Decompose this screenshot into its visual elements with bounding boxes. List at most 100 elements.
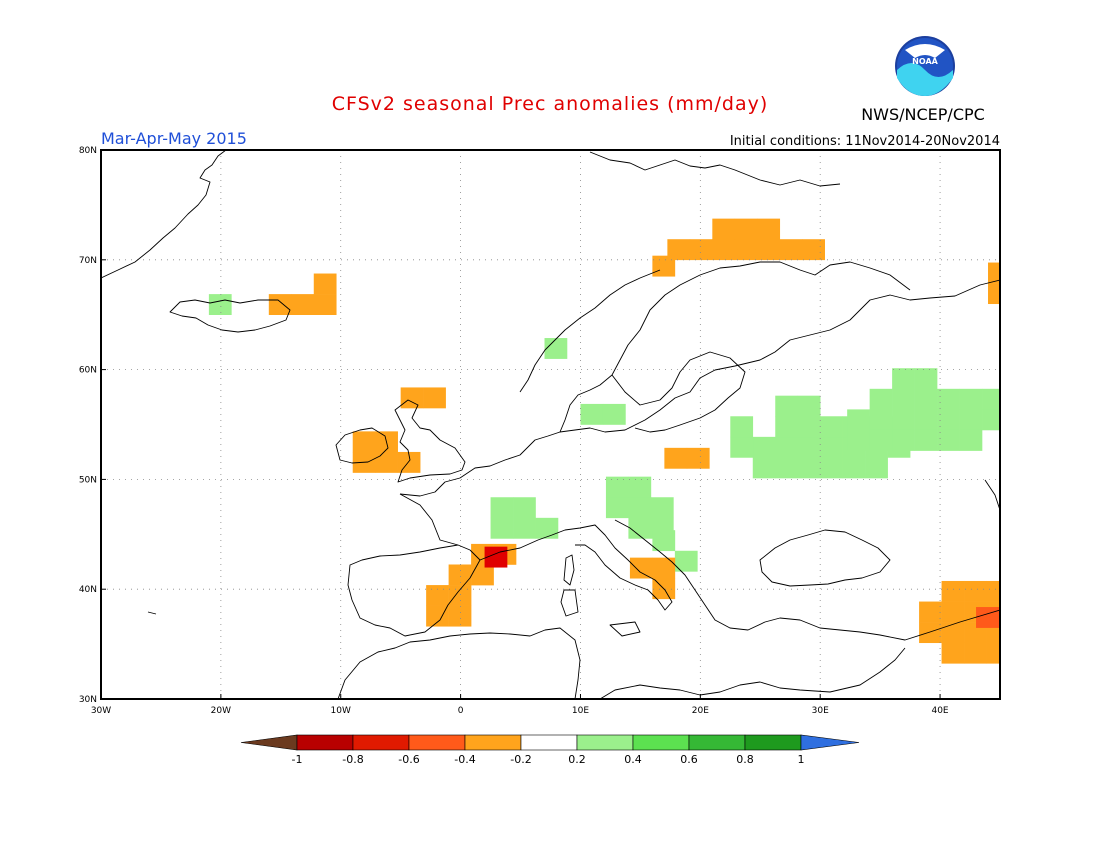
alps-wet-cell xyxy=(605,497,629,519)
color-bar-legend: -1 -0.8 -0.6 -0.4 -0.2 0.2 0.4 0.6 0.8 1 xyxy=(240,734,860,766)
lat-tick-label: 70N xyxy=(79,256,97,266)
colorbar-swatch xyxy=(520,734,578,751)
season-label: Mar-Apr-May 2015 xyxy=(101,129,247,148)
noaa-logo: NOAA xyxy=(895,36,955,96)
norway-north-dry-cell xyxy=(667,239,691,261)
france-wet-cell xyxy=(513,497,536,519)
belarus-wet-cell xyxy=(865,457,888,479)
norway-north-dry-cell xyxy=(734,239,758,261)
turkey-east-dry-cell xyxy=(1009,622,1032,643)
spain-dry-cell xyxy=(448,564,472,586)
coastlines xyxy=(101,150,1000,699)
map-title: CFSv2 seasonal Prec anomalies (mm/day) xyxy=(332,93,769,115)
north-africa-coast xyxy=(337,627,581,699)
azores-coast xyxy=(147,611,157,615)
corsica-coast xyxy=(563,554,575,586)
turkey-east-dry-cell xyxy=(941,642,965,664)
alps-wet-cell xyxy=(605,476,629,498)
russia-wet-cell xyxy=(892,368,915,390)
belarus-wet-cell xyxy=(797,416,821,438)
colorbar-swatch xyxy=(408,734,466,751)
great-britain-coast xyxy=(394,399,466,483)
belarus-wet-cell xyxy=(775,395,799,417)
iceland-dry-cell xyxy=(268,294,292,315)
turkey-east-dry-cell xyxy=(919,601,942,623)
colorbar-swatch xyxy=(576,734,634,751)
russia-wet-cell xyxy=(869,409,893,431)
sicily-coast xyxy=(609,621,641,637)
france-wet-cell xyxy=(513,517,536,539)
turkey-east-dry-cell xyxy=(941,580,965,602)
russia-wet-cell xyxy=(982,388,1000,410)
italy-dry-cell xyxy=(652,557,676,579)
lat-tick-label: 40N xyxy=(79,585,97,595)
agency-label: NWS/NCEP/CPC xyxy=(861,105,985,124)
lon-tick-label: 20E xyxy=(692,706,709,716)
lon-tick-label: 10W xyxy=(331,706,351,716)
svalbard-coast xyxy=(589,151,841,187)
colorbar-swatch xyxy=(464,734,522,751)
france-wet-cell xyxy=(490,517,514,539)
belarus-wet-cell xyxy=(797,457,821,479)
colorbar-swatch xyxy=(632,734,690,751)
colorbar-swatch xyxy=(744,734,802,751)
spain-dry-cell xyxy=(448,585,472,606)
lat-tick-label: 50N xyxy=(79,475,97,485)
russia-wet-cell xyxy=(914,388,938,410)
alps-wet-cell xyxy=(650,497,674,519)
turkey-east-dry-cell xyxy=(941,622,965,644)
balkan-wet-cell xyxy=(674,550,698,572)
sardinia-coast xyxy=(560,589,579,617)
scotland-dry-cell xyxy=(423,387,446,409)
belarus-wet-cell xyxy=(820,457,843,479)
colorbar-swatch xyxy=(352,734,410,751)
russia-wet-cell xyxy=(982,409,1000,431)
alps-wet-cell xyxy=(628,476,652,498)
colorbar-tick-label: 0.8 xyxy=(736,753,754,766)
poland-dry-cell xyxy=(686,447,710,469)
norway-wet-cell xyxy=(544,338,568,359)
russia-wet-cell xyxy=(847,429,870,451)
iceland-dry-cell xyxy=(291,294,315,315)
colorbar-tick-label: 0.2 xyxy=(568,753,586,766)
belarus-wet-cell xyxy=(752,457,776,479)
colorbar-tick-label: 0.4 xyxy=(624,753,642,766)
adriatic-coast xyxy=(614,519,1000,641)
russia-wet-cell xyxy=(914,409,938,431)
lon-tick-label: 30E xyxy=(812,706,829,716)
turkey-east-dry-cell xyxy=(919,622,942,644)
russia-wet-cell xyxy=(892,409,915,431)
greenland-coast xyxy=(101,150,227,279)
spain-dry-cell xyxy=(471,564,494,586)
turkey-east-dry-cell xyxy=(964,580,987,602)
libya-coast xyxy=(599,647,906,699)
poland-dry-cell xyxy=(664,447,688,469)
russia-wet-cell xyxy=(914,429,938,451)
belarus-wet-cell xyxy=(797,395,821,417)
colorbar-low-arrow xyxy=(240,734,298,751)
spain-dry-cell xyxy=(448,605,472,627)
russia-north-dry-cell xyxy=(988,262,1000,284)
belarus-wet-cell xyxy=(775,416,799,438)
belarus-wet-cell xyxy=(775,457,799,479)
russia-wet-cell xyxy=(937,388,960,410)
belarus-wet-cell xyxy=(730,416,754,438)
iceland-dry-cell xyxy=(313,273,337,295)
colorbar-tick-label: -0.2 xyxy=(510,753,531,766)
turkey-east-dry-cell xyxy=(986,642,1000,664)
denmark-wet-cell xyxy=(602,403,626,425)
continent-coast xyxy=(399,279,1000,497)
belarus-wet-cell xyxy=(730,436,754,458)
initial-conditions-label: Initial conditions: 11Nov2014-20Nov2014 xyxy=(730,134,1000,149)
colorbar-tick-label: 1 xyxy=(798,753,805,766)
italy-dry-cell xyxy=(629,557,653,579)
turkey-east-strong-dry-cell xyxy=(1021,628,1044,649)
norway-north-dry-cell xyxy=(779,239,803,261)
lon-tick-label: 30W xyxy=(91,706,111,716)
russia-wet-cell xyxy=(959,388,983,410)
anomaly-shading-layer xyxy=(208,218,1044,664)
spain-dry-cell xyxy=(426,605,449,627)
scotland-dry-cell xyxy=(400,387,424,409)
finland-dry-cell xyxy=(652,255,676,277)
russia-wet-cell xyxy=(959,409,983,431)
